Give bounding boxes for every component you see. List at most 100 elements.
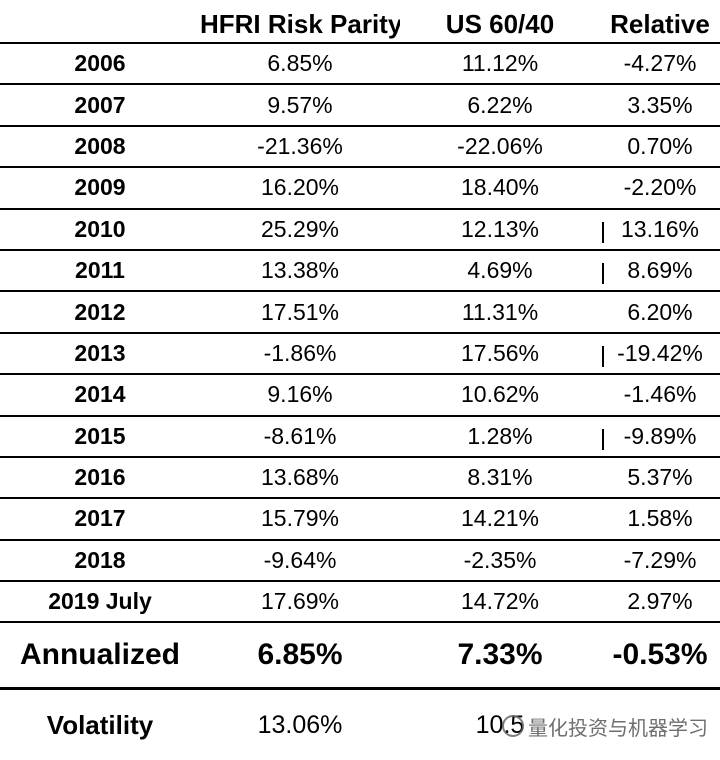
row-year-text: 2017 [74,505,126,532]
row-year: 2012 [0,299,200,326]
row-us6040-text: 8.31% [467,464,533,491]
row-year: 2017 [0,505,200,532]
table-row: 2006 6.85% 11.12% -4.27% [0,44,720,86]
volatility-label: Volatility [46,709,154,740]
wechat-icon [502,715,524,737]
row-hfri: 9.57% [200,92,400,119]
table-row: 2019 July 17.69% 14.72% 2.97% [0,582,720,624]
row-hfri-text: -1.86% [263,339,337,366]
row-us6040: 11.12% [400,50,600,77]
row-hfri: -1.86% [200,340,400,367]
row-hfri: 17.51% [200,299,400,326]
row-hfri-text: 17.69% [260,588,339,615]
row-year-text: 2011 [75,257,125,284]
row-relative-text: 1.58% [627,505,693,532]
row-us6040-text: 12.13% [460,215,539,242]
row-year: 2014 [0,381,200,408]
row-year-text: 2009 [74,174,126,201]
row-us6040-text: 14.21% [460,505,539,532]
row-relative-text: -4.27% [623,50,697,77]
row-relative-text: -7.29% [623,546,697,573]
row-relative: -1.46% [600,381,720,408]
annualized-label: Annualized [19,638,180,672]
row-hfri-text: 17.51% [260,298,339,325]
row-year: 2007 [0,92,200,119]
row-year-text: 2008 [74,132,126,159]
row-us6040-text: 14.72% [460,588,539,615]
watermark: 量化投资与机器学习 [502,712,708,741]
table-row: 2012 17.51% 11.31% 6.20% [0,292,720,334]
row-year: 2016 [0,464,200,491]
header-us6040: US 60/40 [445,8,555,39]
row-hfri: 17.69% [200,588,400,615]
row-hfri-text: 9.57% [267,91,333,118]
table-row: 2007 9.57% 6.22% 3.35% [0,85,720,127]
row-us6040: 11.31% [400,299,600,326]
row-us6040-text: 11.31% [461,298,539,325]
row-hfri: 6.85% [200,50,400,77]
row-divider-mark [602,345,604,367]
table-body: 2006 6.85% 11.12% -4.27% 2007 9.57% 6.22% 3.35%… [0,44,720,624]
row-relative-text: -2.20% [623,174,697,201]
row-hfri: 16.20% [200,174,400,201]
row-hfri: 25.29% [200,216,400,243]
row-year-text: 2018 [74,546,126,573]
annualized-row: Annualized 6.85% 7.33% -0.53% [0,623,720,691]
row-relative: -4.27% [600,50,720,77]
row-year: 2010 [0,216,200,243]
row-relative: -19.42% [600,340,720,367]
table-row: 2014 9.16% 10.62% -1.46% [0,375,720,417]
row-relative: 8.69% [600,257,720,285]
row-relative-text: 5.37% [627,464,693,491]
row-relative-text: 2.97% [627,588,693,615]
row-us6040: -2.35% [400,547,600,574]
row-year-text: 2013 [74,339,126,366]
table-row: 2013 -1.86% 17.56% -19.42% [0,334,720,376]
row-relative-text: 13.16% [620,215,699,242]
row-hfri-text: 15.79% [260,505,339,532]
row-hfri: 13.38% [200,257,400,284]
row-hfri-text: 6.85% [267,50,333,77]
row-us6040-text: 1.28% [467,422,533,449]
row-relative: 5.37% [600,464,720,491]
table-row: 2015 -8.61% 1.28% -9.89% [0,417,720,458]
row-year: 2015 [0,423,200,450]
row-relative: 1.58% [600,505,720,532]
row-relative-text: -9.89% [623,422,697,449]
row-year: 2006 [0,50,200,77]
table-row: 2008 -21.36% -22.06% 0.70% [0,127,720,169]
annualized-hfri: 6.85% [257,638,343,672]
header-relative: Relative [610,8,710,39]
row-hfri-text: 25.29% [260,215,339,242]
row-year: 2008 [0,133,200,160]
table-row: 2017 15.79% 14.21% 1.58% [0,499,720,541]
row-us6040: 6.22% [400,92,600,119]
row-divider-mark [602,428,604,450]
row-us6040: 14.72% [400,588,600,615]
table-row: 2011 13.38% 4.69% 8.69% [0,251,720,293]
row-year: 2009 [0,174,200,201]
annualized-relative: -0.53% [612,638,708,672]
row-relative-text: 3.35% [627,91,693,118]
row-us6040: 12.13% [400,216,600,243]
row-year: 2018 [0,547,200,574]
row-year-text: 2016 [74,464,126,491]
row-hfri-text: 13.38% [260,257,339,284]
row-us6040-text: 6.22% [467,91,533,118]
row-us6040: 14.21% [400,505,600,532]
row-year-text: 2014 [74,381,126,408]
row-hfri-text: -9.64% [263,546,337,573]
row-relative: -2.20% [600,174,720,201]
row-relative-text: 8.69% [627,257,693,284]
row-hfri: -8.61% [200,423,400,450]
header-year [0,18,200,24]
row-relative-text: -19.42% [617,339,703,366]
watermark-text: 量化投资与机器学习 [528,716,708,740]
row-hfri: 9.16% [200,381,400,408]
row-year: 2013 [0,340,200,367]
row-hfri-text: 16.20% [260,174,339,201]
row-hfri-text: 9.16% [267,381,333,408]
row-us6040-text: 4.69% [467,257,533,284]
row-hfri: 13.68% [200,464,400,491]
row-relative: 13.16% [600,216,720,243]
